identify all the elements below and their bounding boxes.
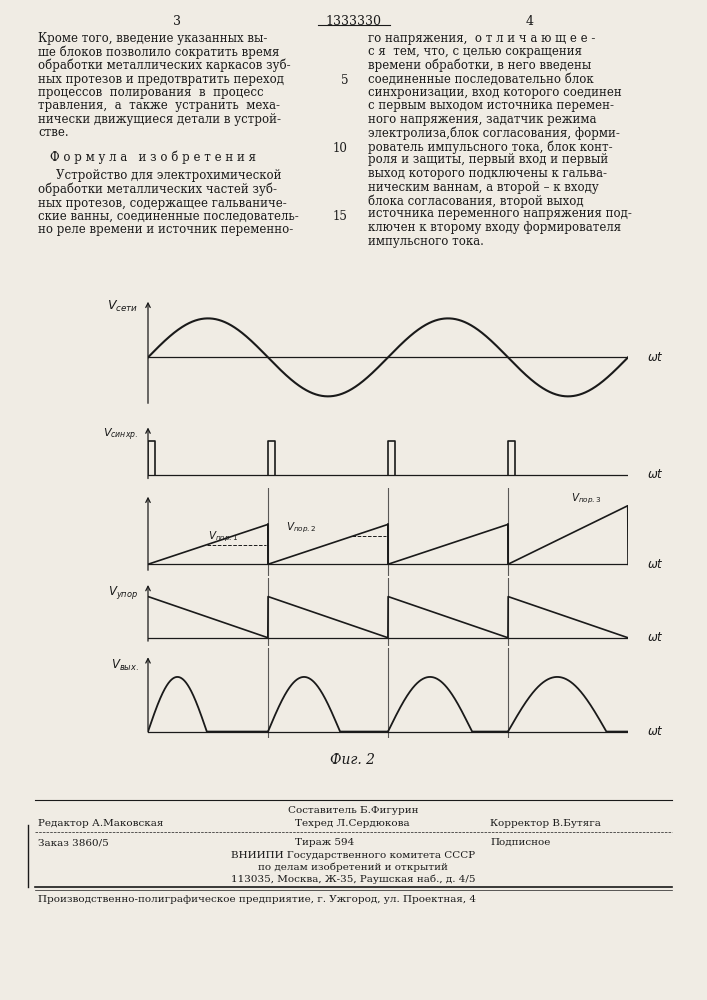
Text: но реле времени и источник переменно-: но реле времени и источник переменно-: [38, 224, 293, 236]
Text: времени обработки, в него введены: времени обработки, в него введены: [368, 59, 591, 73]
Text: 5: 5: [341, 75, 348, 88]
Text: соединенные последовательно блок: соединенные последовательно блок: [368, 73, 594, 86]
Text: процессов  полирования  в  процесс: процессов полирования в процесс: [38, 86, 264, 99]
Text: Кроме того, введение указанных вы-: Кроме того, введение указанных вы-: [38, 32, 267, 45]
Text: источника переменного напряжения под-: источника переменного напряжения под-: [368, 208, 632, 221]
Text: $\omega t$: $\omega t$: [647, 631, 664, 644]
Text: ВНИИПИ Государственного комитета СССР: ВНИИПИ Государственного комитета СССР: [231, 851, 475, 860]
Text: синхронизации, вход которого соединен: синхронизации, вход которого соединен: [368, 86, 621, 99]
Text: выход которого подключены к гальва-: выход которого подключены к гальва-: [368, 167, 607, 180]
Text: Подписное: Подписное: [490, 838, 550, 847]
Text: $V_{синхр.}$: $V_{синхр.}$: [103, 426, 139, 443]
Text: нически движущиеся детали в устрой-: нически движущиеся детали в устрой-: [38, 113, 281, 126]
Text: $\omega t$: $\omega t$: [647, 351, 664, 364]
Text: с первым выходом источника перемен-: с первым выходом источника перемен-: [368, 100, 614, 112]
Text: Заказ 3860/5: Заказ 3860/5: [38, 838, 109, 847]
Text: $V_{пор.3}$: $V_{пор.3}$: [571, 491, 602, 506]
Text: по делам изобретений и открытий: по делам изобретений и открытий: [258, 863, 448, 872]
Text: Тираж 594: Тираж 594: [295, 838, 354, 847]
Text: с я  тем, что, с целью сокращения: с я тем, что, с целью сокращения: [368, 45, 582, 58]
Text: Ф о р м у л а   и з о б р е т е н и я: Ф о р м у л а и з о б р е т е н и я: [50, 150, 256, 163]
Text: Корректор В.Бутяга: Корректор В.Бутяга: [490, 819, 601, 828]
Text: ские ванны, соединенные последователь-: ские ванны, соединенные последователь-: [38, 210, 299, 223]
Text: обработки металлических каркасов зуб-: обработки металлических каркасов зуб-: [38, 59, 291, 73]
Text: го напряжения,  о т л и ч а ю щ е е -: го напряжения, о т л и ч а ю щ е е -: [368, 32, 595, 45]
Text: $\omega t$: $\omega t$: [647, 725, 664, 738]
Text: рователь импульсного тока, блок конт-: рователь импульсного тока, блок конт-: [368, 140, 613, 153]
Text: роля и защиты, первый вход и первый: роля и защиты, первый вход и первый: [368, 153, 608, 166]
Text: ных протезов и предотвратить переход: ных протезов и предотвратить переход: [38, 73, 284, 86]
Text: блока согласования, второй выход: блока согласования, второй выход: [368, 194, 583, 208]
Text: $V_{сети}$: $V_{сети}$: [107, 299, 139, 314]
Text: $V_{упор}$: $V_{упор}$: [108, 584, 139, 601]
Text: Техред Л.Сердюкова: Техред Л.Сердюкова: [295, 819, 409, 828]
Text: 113035, Москва, Ж-35, Раушская наб., д. 4/5: 113035, Москва, Ж-35, Раушская наб., д. …: [230, 875, 475, 884]
Text: стве.: стве.: [38, 126, 69, 139]
Text: $\omega t$: $\omega t$: [647, 558, 664, 571]
Text: ключен к второму входу формирователя: ключен к второму входу формирователя: [368, 221, 621, 234]
Text: 4: 4: [526, 15, 534, 28]
Text: $V_{пор.2}$: $V_{пор.2}$: [286, 521, 317, 535]
Text: Устройство для электрохимической: Устройство для электрохимической: [56, 169, 281, 182]
Text: Редактор А.Маковская: Редактор А.Маковская: [38, 819, 163, 828]
Text: ных протезов, содержащее гальваниче-: ных протезов, содержащее гальваниче-: [38, 196, 287, 210]
Text: 10: 10: [333, 142, 348, 155]
Text: $\omega t$: $\omega t$: [647, 468, 664, 481]
Text: Фиг. 2: Фиг. 2: [330, 753, 375, 767]
Text: Производственно-полиграфическое предприятие, г. Ужгород, ул. Проектная, 4: Производственно-полиграфическое предприя…: [38, 895, 476, 904]
Text: ническим ваннам, а второй – к входу: ническим ваннам, а второй – к входу: [368, 180, 599, 194]
Text: травления,  а  также  устранить  меха-: травления, а также устранить меха-: [38, 100, 280, 112]
Text: Составитель Б.Фигурин: Составитель Б.Фигурин: [288, 806, 419, 815]
Text: электролиза,блок согласования, форми-: электролиза,блок согласования, форми-: [368, 126, 620, 140]
Text: $V_{пор.1}$: $V_{пор.1}$: [208, 529, 238, 544]
Text: обработки металлических частей зуб-: обработки металлических частей зуб-: [38, 183, 277, 196]
Text: ше блоков позволило сократить время: ше блоков позволило сократить время: [38, 45, 279, 59]
Text: 3: 3: [173, 15, 181, 28]
Text: $V_{вых.}$: $V_{вых.}$: [110, 658, 139, 673]
Text: 1333330: 1333330: [325, 15, 381, 28]
Text: импульсного тока.: импульсного тока.: [368, 234, 484, 247]
Text: 15: 15: [333, 210, 348, 223]
Text: ного напряжения, задатчик режима: ного напряжения, задатчик режима: [368, 113, 597, 126]
